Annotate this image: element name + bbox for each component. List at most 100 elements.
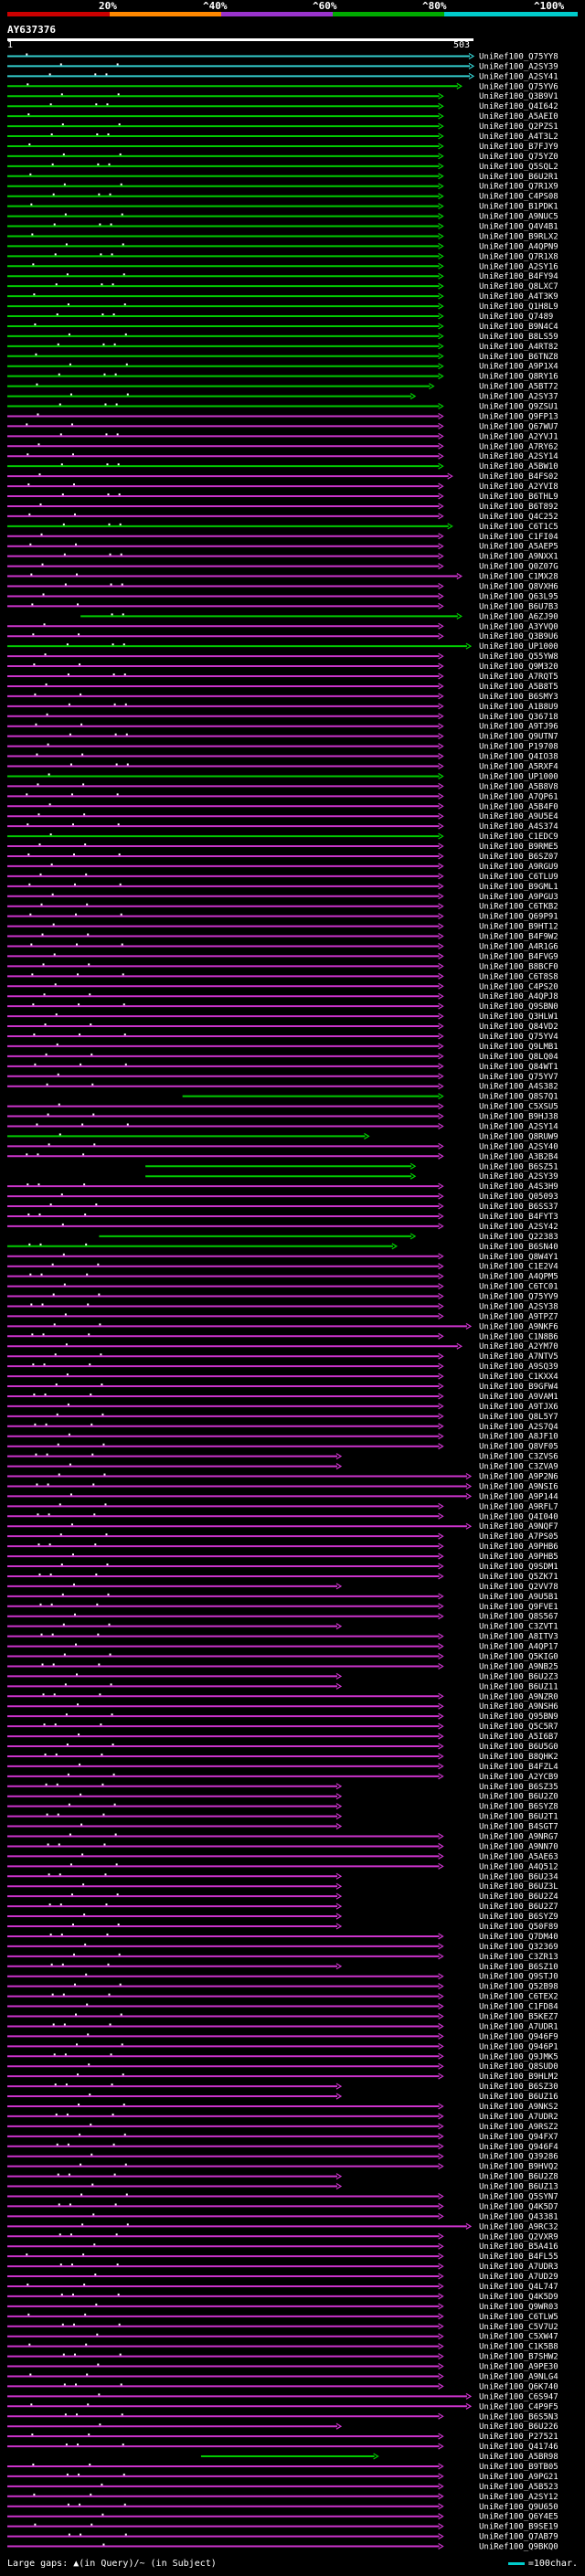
hit-label[interactable]: UniRef100_Q5SQL2	[479, 163, 558, 172]
hit-label[interactable]: UniRef100_A4T3L2	[479, 133, 558, 142]
hit-label[interactable]: UniRef100_Q3HLW1	[479, 1012, 558, 1022]
hit-label[interactable]: UniRef100_C1EDC9	[479, 832, 558, 842]
hit-label[interactable]: UniRef100_Q7DM40	[479, 1933, 558, 1942]
hit-label[interactable]: UniRef100_Q5SYN7	[479, 2192, 558, 2201]
hit-label[interactable]: UniRef100_Q52B98	[479, 1983, 558, 1992]
hit-label[interactable]: UniRef100_Q1H8L9	[479, 302, 558, 312]
hit-label[interactable]: UniRef100_B5A416	[479, 2242, 558, 2252]
hit-label[interactable]: UniRef100_C5V7U2	[479, 2323, 558, 2332]
hit-label[interactable]: UniRef100_B6U2Z7	[479, 1903, 558, 1912]
hit-label[interactable]: UniRef100_Q22383	[479, 1233, 558, 1242]
hit-label[interactable]: UniRef100_Q9U650	[479, 2503, 558, 2512]
hit-label[interactable]: UniRef100_Q75YZ0	[479, 153, 558, 162]
hit-label[interactable]: UniRef100_Q4C252	[479, 513, 558, 522]
hit-label[interactable]: UniRef100_A9NSH6	[479, 1702, 558, 1712]
hit-label[interactable]: UniRef100_B6T892	[479, 503, 558, 512]
hit-label[interactable]: UniRef100_B6U2T1	[479, 1813, 558, 1822]
hit-label[interactable]: UniRef100_A9P2N6	[479, 1473, 558, 1482]
hit-label[interactable]: UniRef100_B6U226	[479, 2422, 558, 2432]
hit-label[interactable]: UniRef100_B8BCF0	[479, 962, 558, 971]
hit-label[interactable]: UniRef100_B1PDK1	[479, 203, 558, 212]
hit-label[interactable]: UniRef100_B9RME5	[479, 843, 558, 852]
hit-label[interactable]: UniRef100_Q41746	[479, 2443, 558, 2452]
hit-label[interactable]: UniRef100_A2SY14	[479, 452, 558, 461]
hit-label[interactable]: UniRef100_B9HT12	[479, 923, 558, 932]
hit-label[interactable]: UniRef100_A9RFL7	[479, 1502, 558, 1511]
hit-label[interactable]: UniRef100_Q8VXH6	[479, 583, 558, 592]
hit-label[interactable]: UniRef100_A7QP61	[479, 792, 558, 801]
hit-label[interactable]: UniRef100_A9TJX6	[479, 1403, 558, 1412]
hit-label[interactable]: UniRef100_A2SY42	[479, 1223, 558, 1232]
hit-label[interactable]: UniRef100_C1MX28	[479, 573, 558, 582]
hit-label[interactable]: UniRef100_C1N8B6	[479, 1332, 558, 1341]
hit-label[interactable]: UniRef100_UP1000	[479, 772, 558, 781]
hit-label[interactable]: UniRef100_Q75YY8	[479, 52, 558, 61]
hit-label[interactable]: UniRef100_A9P1X4	[479, 363, 558, 372]
hit-label[interactable]: UniRef100_C1FI04	[479, 533, 558, 542]
hit-label[interactable]: UniRef100_B9TB05	[479, 2463, 558, 2472]
hit-label[interactable]: UniRef100_Q9WR03	[479, 2303, 558, 2312]
hit-label[interactable]: UniRef100_A2YM70	[479, 1342, 558, 1352]
hit-label[interactable]: UniRef100_A5BR98	[479, 2453, 558, 2462]
hit-label[interactable]: UniRef100_Q3B9V1	[479, 92, 558, 101]
hit-label[interactable]: UniRef100_C1KXX4	[479, 1373, 558, 1382]
hit-label[interactable]: UniRef100_C1FD84	[479, 2003, 558, 2012]
hit-label[interactable]: UniRef100_B6SZ51	[479, 1162, 558, 1171]
hit-label[interactable]: UniRef100_Q9LMB1	[479, 1043, 558, 1052]
hit-label[interactable]: UniRef100_A9TPZ7	[479, 1312, 558, 1321]
hit-label[interactable]: UniRef100_A5BW10	[479, 462, 558, 472]
hit-label[interactable]: UniRef100_Q9UTN7	[479, 733, 558, 742]
hit-label[interactable]: UniRef100_A2YCB9	[479, 1773, 558, 1782]
hit-label[interactable]: UniRef100_A2SY14	[479, 1122, 558, 1131]
hit-label[interactable]: UniRef100_Q7R1X9	[479, 183, 558, 192]
hit-label[interactable]: UniRef100_A2YVJ1	[479, 432, 558, 441]
hit-label[interactable]: UniRef100_A9TJ96	[479, 723, 558, 732]
hit-label[interactable]: UniRef100_B9GFW4	[479, 1383, 558, 1392]
hit-label[interactable]: UniRef100_A3YVQ0	[479, 622, 558, 631]
hit-label[interactable]: UniRef100_P19708	[479, 743, 558, 752]
hit-label[interactable]: UniRef100_Q8LXC7	[479, 282, 558, 292]
hit-label[interactable]: UniRef100_A4Q512	[479, 1862, 558, 1871]
hit-label[interactable]: UniRef100_A5B4F0	[479, 802, 558, 811]
hit-label[interactable]: UniRef100_A9PHB5	[479, 1553, 558, 1562]
hit-label[interactable]: UniRef100_B6SZ07	[479, 853, 558, 862]
hit-label[interactable]: UniRef100_B7FJY9	[479, 143, 558, 152]
hit-label[interactable]: UniRef100_B6S5N3	[479, 2412, 558, 2422]
hit-label[interactable]: UniRef100_A9NRG7	[479, 1833, 558, 1842]
hit-label[interactable]: UniRef100_Q39286	[479, 2153, 558, 2162]
hit-label[interactable]: UniRef100_Q4IO38	[479, 753, 558, 762]
hit-label[interactable]: UniRef100_A5AEI0	[479, 112, 558, 122]
hit-label[interactable]: UniRef100_B6SYZ8	[479, 1803, 558, 1812]
hit-label[interactable]: UniRef100_C6TC01	[479, 1283, 558, 1292]
hit-label[interactable]: UniRef100_B4FYT3	[479, 1213, 558, 1222]
hit-label[interactable]: UniRef100_Q36718	[479, 713, 558, 722]
hit-label[interactable]: UniRef100_Q43381	[479, 2212, 558, 2221]
hit-label[interactable]: UniRef100_A1B8U9	[479, 703, 558, 712]
hit-label[interactable]: UniRef100_B4FZL4	[479, 1763, 558, 1772]
hit-label[interactable]: UniRef100_A5AEP5	[479, 543, 558, 552]
hit-label[interactable]: UniRef100_Q7R1X8	[479, 252, 558, 261]
hit-label[interactable]: UniRef100_Q05093	[479, 1193, 558, 1202]
hit-label[interactable]: UniRef100_C6TKB2	[479, 903, 558, 912]
hit-label[interactable]: UniRef100_Q5C5R7	[479, 1723, 558, 1732]
hit-label[interactable]: UniRef100_B6U234	[479, 1872, 558, 1882]
hit-label[interactable]: UniRef100_B9HVQ2	[479, 2163, 558, 2172]
hit-label[interactable]: UniRef100_B4FY94	[479, 272, 558, 281]
hit-label[interactable]: UniRef100_A9NLG4	[479, 2372, 558, 2381]
hit-label[interactable]: UniRef100_A9NXX1	[479, 553, 558, 562]
hit-label[interactable]: UniRef100_B6SS37	[479, 1203, 558, 1212]
hit-label[interactable]: UniRef100_A3B2B4	[479, 1152, 558, 1161]
hit-label[interactable]: UniRef100_B6TNZ8	[479, 353, 558, 362]
hit-label[interactable]: UniRef100_C3ZVS6	[479, 1453, 558, 1462]
hit-label[interactable]: UniRef100_A7RY62	[479, 442, 558, 451]
hit-label[interactable]: UniRef100_A9U5B1	[479, 1593, 558, 1602]
hit-label[interactable]: UniRef100_B9N4C4	[479, 323, 558, 332]
hit-label[interactable]: UniRef100_B6U2Z4	[479, 1892, 558, 1902]
hit-label[interactable]: UniRef100_Q9STJ0	[479, 1973, 558, 1982]
hit-label[interactable]: UniRef100_Q4K5D7	[479, 2202, 558, 2211]
hit-label[interactable]: UniRef100_B6SZ35	[479, 1783, 558, 1792]
hit-label[interactable]: UniRef100_C6T8S8	[479, 972, 558, 981]
hit-label[interactable]: UniRef100_A9RGU9	[479, 863, 558, 872]
hit-label[interactable]: UniRef100_B4FS02	[479, 472, 558, 482]
hit-label[interactable]: UniRef100_A9PG21	[479, 2473, 558, 2482]
